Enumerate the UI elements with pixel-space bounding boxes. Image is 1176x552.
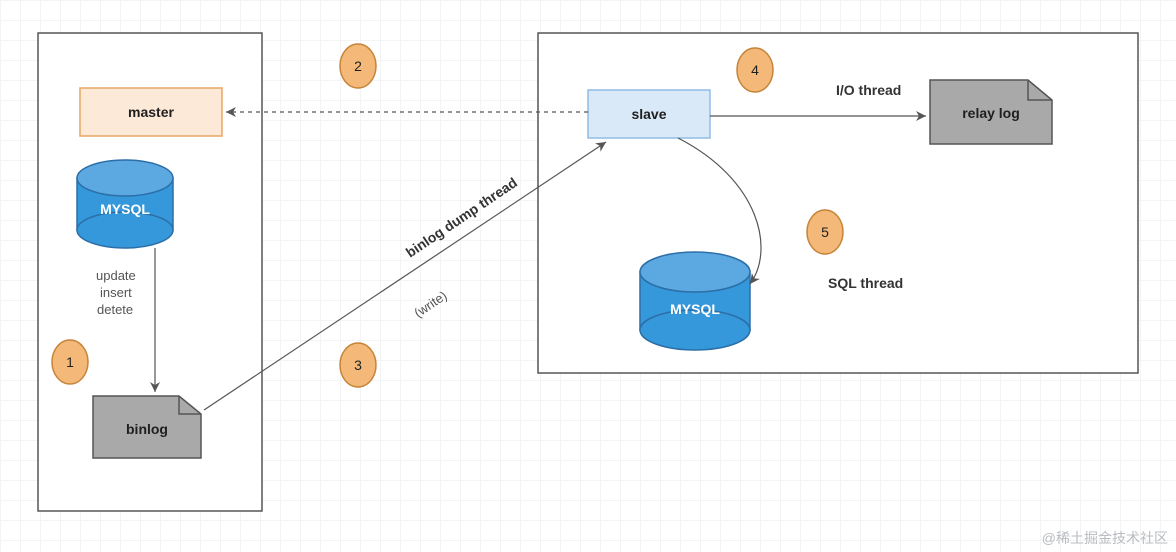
badge-3-label: 3 bbox=[354, 357, 362, 373]
label-io-thread: I/O thread bbox=[836, 82, 901, 98]
label-sql-thread: SQL thread bbox=[828, 275, 903, 291]
badge-2-label: 2 bbox=[354, 58, 362, 74]
mysql-master-label: MYSQL bbox=[100, 201, 150, 217]
master-label: master bbox=[128, 104, 174, 120]
badge-3: 3 bbox=[340, 343, 376, 387]
slave-label: slave bbox=[631, 106, 666, 122]
badge-1-label: 1 bbox=[66, 354, 74, 370]
badge-4: 4 bbox=[737, 48, 773, 92]
badge-4-label: 4 bbox=[751, 62, 759, 78]
badge-5: 5 bbox=[807, 210, 843, 254]
binlog-note: binlog bbox=[93, 396, 201, 458]
badge-2: 2 bbox=[340, 44, 376, 88]
label-insert: insert bbox=[100, 285, 132, 300]
badge-1: 1 bbox=[52, 340, 88, 384]
watermark: @稀土掘金技术社区 bbox=[1042, 528, 1168, 548]
mysql-master-cylinder: MYSQL bbox=[77, 160, 173, 248]
label-write: (write) bbox=[411, 288, 449, 321]
mysql-slave-label: MYSQL bbox=[670, 301, 720, 317]
label-delete: detete bbox=[97, 302, 133, 317]
label-dump-thread: binlog dump thread bbox=[403, 174, 520, 260]
relaylog-label: relay log bbox=[962, 105, 1020, 121]
slave-node: slave bbox=[588, 90, 710, 138]
mysql-slave-cylinder: MYSQL bbox=[640, 252, 750, 350]
binlog-label: binlog bbox=[126, 421, 168, 437]
label-update: update bbox=[96, 268, 136, 283]
master-node: master bbox=[80, 88, 222, 136]
diagram-canvas: master slave MYSQL MYSQL binlog relay lo… bbox=[0, 0, 1176, 552]
badge-5-label: 5 bbox=[821, 224, 829, 240]
relaylog-note: relay log bbox=[930, 80, 1052, 144]
